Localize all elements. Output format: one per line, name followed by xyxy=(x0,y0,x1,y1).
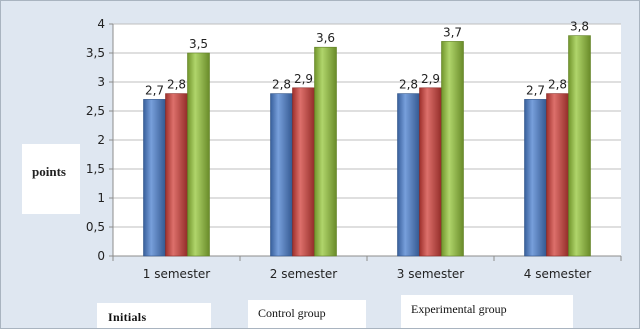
x-tick-label: 4 semester xyxy=(524,267,591,281)
legend-entry-control-group: Control group xyxy=(248,300,366,328)
data-label: 3,7 xyxy=(443,25,462,39)
bar xyxy=(546,93,569,257)
legend-label-experimental-group: Experimental group xyxy=(411,302,507,316)
data-label: 2,7 xyxy=(526,83,545,97)
bar xyxy=(292,87,315,257)
y-tick-label: 2,5 xyxy=(86,104,105,118)
legend-label-control-group: Control group xyxy=(258,306,326,320)
y-tick-label: 1,5 xyxy=(86,162,105,176)
data-label: 3,8 xyxy=(570,20,589,34)
bar xyxy=(187,52,210,257)
data-label: 2,8 xyxy=(272,78,291,92)
x-tick-labels: 1 semester 2 semester 3 semester 4 semester xyxy=(143,267,591,281)
bars xyxy=(143,35,591,257)
data-label: 2,9 xyxy=(294,72,313,86)
data-label: 2,8 xyxy=(548,78,567,92)
y-tick-label: 4 xyxy=(97,17,105,31)
x-tick-label: 3 semester xyxy=(397,267,464,281)
data-label: 2,9 xyxy=(421,72,440,86)
data-label: 2,7 xyxy=(145,83,164,97)
legend-entry-experimental-group: Experimental group xyxy=(401,295,573,328)
legend-label-initials: Initials xyxy=(108,310,147,324)
data-labels: 2,7 2,83,52,8 2,93,62,8 2,93,72,7 2,83,8 xyxy=(145,20,589,98)
x-tick-label: 1 semester xyxy=(143,267,210,281)
bar xyxy=(568,35,591,257)
x-tick-label: 2 semester xyxy=(270,267,337,281)
bar xyxy=(270,93,293,257)
bar xyxy=(441,41,464,257)
bar xyxy=(524,99,547,257)
y-tick-label: 1 xyxy=(97,191,105,205)
data-label: 2,8 xyxy=(399,78,418,92)
bar xyxy=(419,87,442,257)
y-tick-label: 0,5 xyxy=(86,220,105,234)
y-tick-label: 3,5 xyxy=(86,46,105,60)
y-tick-labels: 0 0,5 1 1,5 2 2,5 3 3,5 4 xyxy=(86,17,105,263)
legend-entry-initials: Initials xyxy=(97,303,211,328)
y-tick-label: 3 xyxy=(97,75,105,89)
bar xyxy=(397,93,420,257)
y-tick-label: 0 xyxy=(97,249,105,263)
bar xyxy=(165,93,188,257)
data-label: 2,8 xyxy=(167,78,186,92)
data-label: 3,6 xyxy=(316,31,335,45)
y-tick-label: 2 xyxy=(97,133,105,147)
data-label: 3,5 xyxy=(189,37,208,51)
bar xyxy=(314,46,337,257)
bar xyxy=(143,99,166,257)
y-axis-label: points xyxy=(32,164,66,179)
y-axis-label-box: points xyxy=(22,144,80,214)
